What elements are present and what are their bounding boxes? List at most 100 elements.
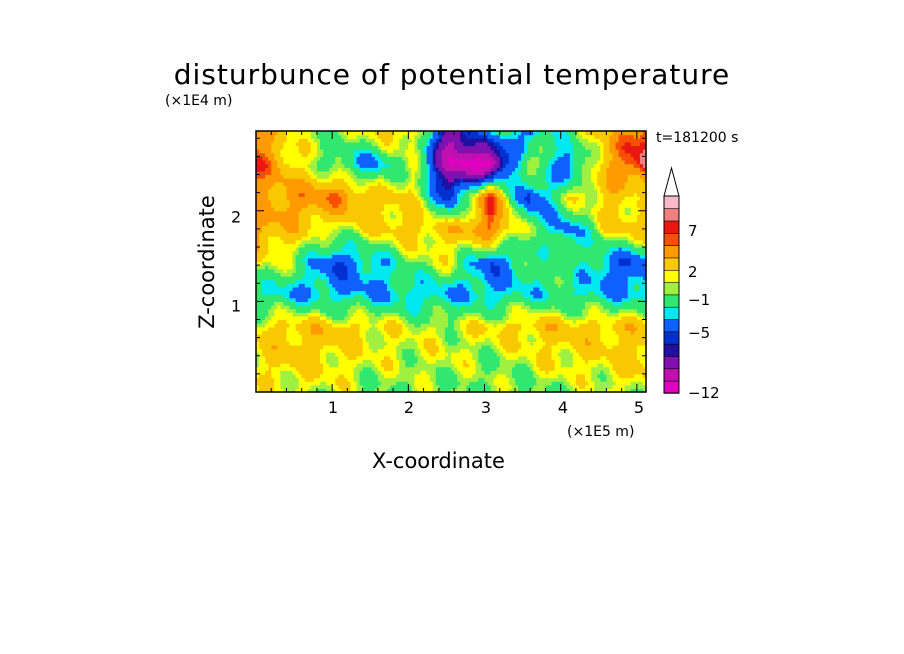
contour-cell xyxy=(271,330,275,335)
contour-cell xyxy=(259,279,263,284)
contour-cell xyxy=(560,279,565,284)
contour-cell xyxy=(572,319,577,324)
contour-cell xyxy=(530,344,534,350)
contour-cell xyxy=(578,315,583,321)
contour-cell xyxy=(572,297,577,302)
contour-cell xyxy=(432,308,437,313)
contour-cell xyxy=(463,359,467,364)
contour-cell xyxy=(639,323,644,328)
contour-cell xyxy=(597,359,601,364)
contour-cell xyxy=(292,268,297,273)
contour-cell xyxy=(423,250,428,255)
contour-cell xyxy=(444,355,449,360)
contour-cell xyxy=(438,355,443,360)
contour-cell xyxy=(469,388,473,393)
contour-cell xyxy=(639,286,644,292)
contour-cell xyxy=(490,377,495,382)
contour-cell xyxy=(594,257,598,263)
contour-cell xyxy=(262,257,266,263)
contour-cell xyxy=(487,305,492,310)
contour-cell xyxy=(268,359,272,364)
contour-cell xyxy=(502,344,507,350)
contour-cell xyxy=(521,315,525,321)
contour-cell xyxy=(295,254,300,259)
contour-cell xyxy=(408,257,412,263)
contour-cell xyxy=(408,297,412,302)
contour-cell xyxy=(612,315,617,321)
contour-cell xyxy=(505,363,510,368)
contour-cell xyxy=(262,312,266,317)
contour-cell xyxy=(460,272,464,277)
contour-cell xyxy=(585,305,589,310)
contour-cell xyxy=(457,366,461,371)
contour-cell xyxy=(454,276,458,281)
contour-cell xyxy=(383,326,388,331)
contour-cell xyxy=(332,323,336,328)
contour-cell xyxy=(542,348,547,353)
contour-cell xyxy=(642,308,647,313)
contour-cell xyxy=(286,344,291,350)
contour-cell xyxy=(499,384,504,389)
contour-cell xyxy=(451,290,455,295)
contour-cell xyxy=(262,319,266,324)
contour-cell xyxy=(627,290,632,295)
contour-cell xyxy=(411,250,416,255)
contour-cell xyxy=(627,297,632,302)
contour-cell xyxy=(356,323,361,328)
contour-cell xyxy=(569,388,574,393)
contour-cell xyxy=(359,344,364,350)
contour-cell xyxy=(621,279,626,284)
contour-cell xyxy=(496,276,501,281)
contour-cell xyxy=(582,319,586,324)
contour-cell xyxy=(313,265,318,270)
contour-cell xyxy=(627,308,632,313)
contour-cell xyxy=(316,377,321,382)
contour-cell xyxy=(557,341,562,346)
contour-cell xyxy=(451,286,455,292)
contour-cell xyxy=(417,276,422,281)
contour-cell xyxy=(380,261,385,266)
contour-cell xyxy=(618,279,623,284)
contour-cell xyxy=(310,261,315,266)
contour-cell xyxy=(545,377,550,382)
contour-cell xyxy=(518,337,522,342)
contour-cell xyxy=(304,359,309,364)
contour-cell xyxy=(530,294,534,299)
contour-cell xyxy=(454,348,458,353)
contour-cell xyxy=(505,352,510,357)
contour-cell xyxy=(566,388,571,393)
contour-cell xyxy=(259,305,263,310)
contour-cell xyxy=(624,388,629,393)
contour-cell xyxy=(527,344,531,350)
contour-cell xyxy=(435,261,440,266)
contour-cell xyxy=(472,250,476,255)
contour-cell xyxy=(457,297,461,302)
contour-cell xyxy=(639,373,644,379)
contour-cell xyxy=(374,384,379,389)
contour-cell xyxy=(414,384,419,389)
contour-cell xyxy=(636,381,641,386)
contour-cell xyxy=(472,377,476,382)
contour-cell xyxy=(624,272,629,277)
contour-cell xyxy=(554,261,559,266)
contour-cell xyxy=(451,297,455,302)
contour-cell xyxy=(274,366,278,371)
contour-cell xyxy=(387,294,391,299)
contour-cell xyxy=(341,366,345,371)
contour-cell xyxy=(265,366,269,371)
contour-cell xyxy=(380,279,385,284)
contour-cell xyxy=(566,297,571,302)
contour-cell xyxy=(551,337,556,342)
contour-cell xyxy=(265,330,269,335)
contour-cell xyxy=(432,355,437,360)
contour-cell xyxy=(518,388,522,393)
contour-cell xyxy=(374,341,379,346)
contour-cell xyxy=(307,319,312,324)
x-tick-label: 5 xyxy=(633,398,645,417)
contour-cell xyxy=(301,384,306,389)
contour-cell xyxy=(539,297,544,302)
contour-cell xyxy=(560,334,565,339)
contour-cell xyxy=(429,301,434,306)
contour-cell xyxy=(435,330,440,335)
contour-cell xyxy=(329,355,333,360)
